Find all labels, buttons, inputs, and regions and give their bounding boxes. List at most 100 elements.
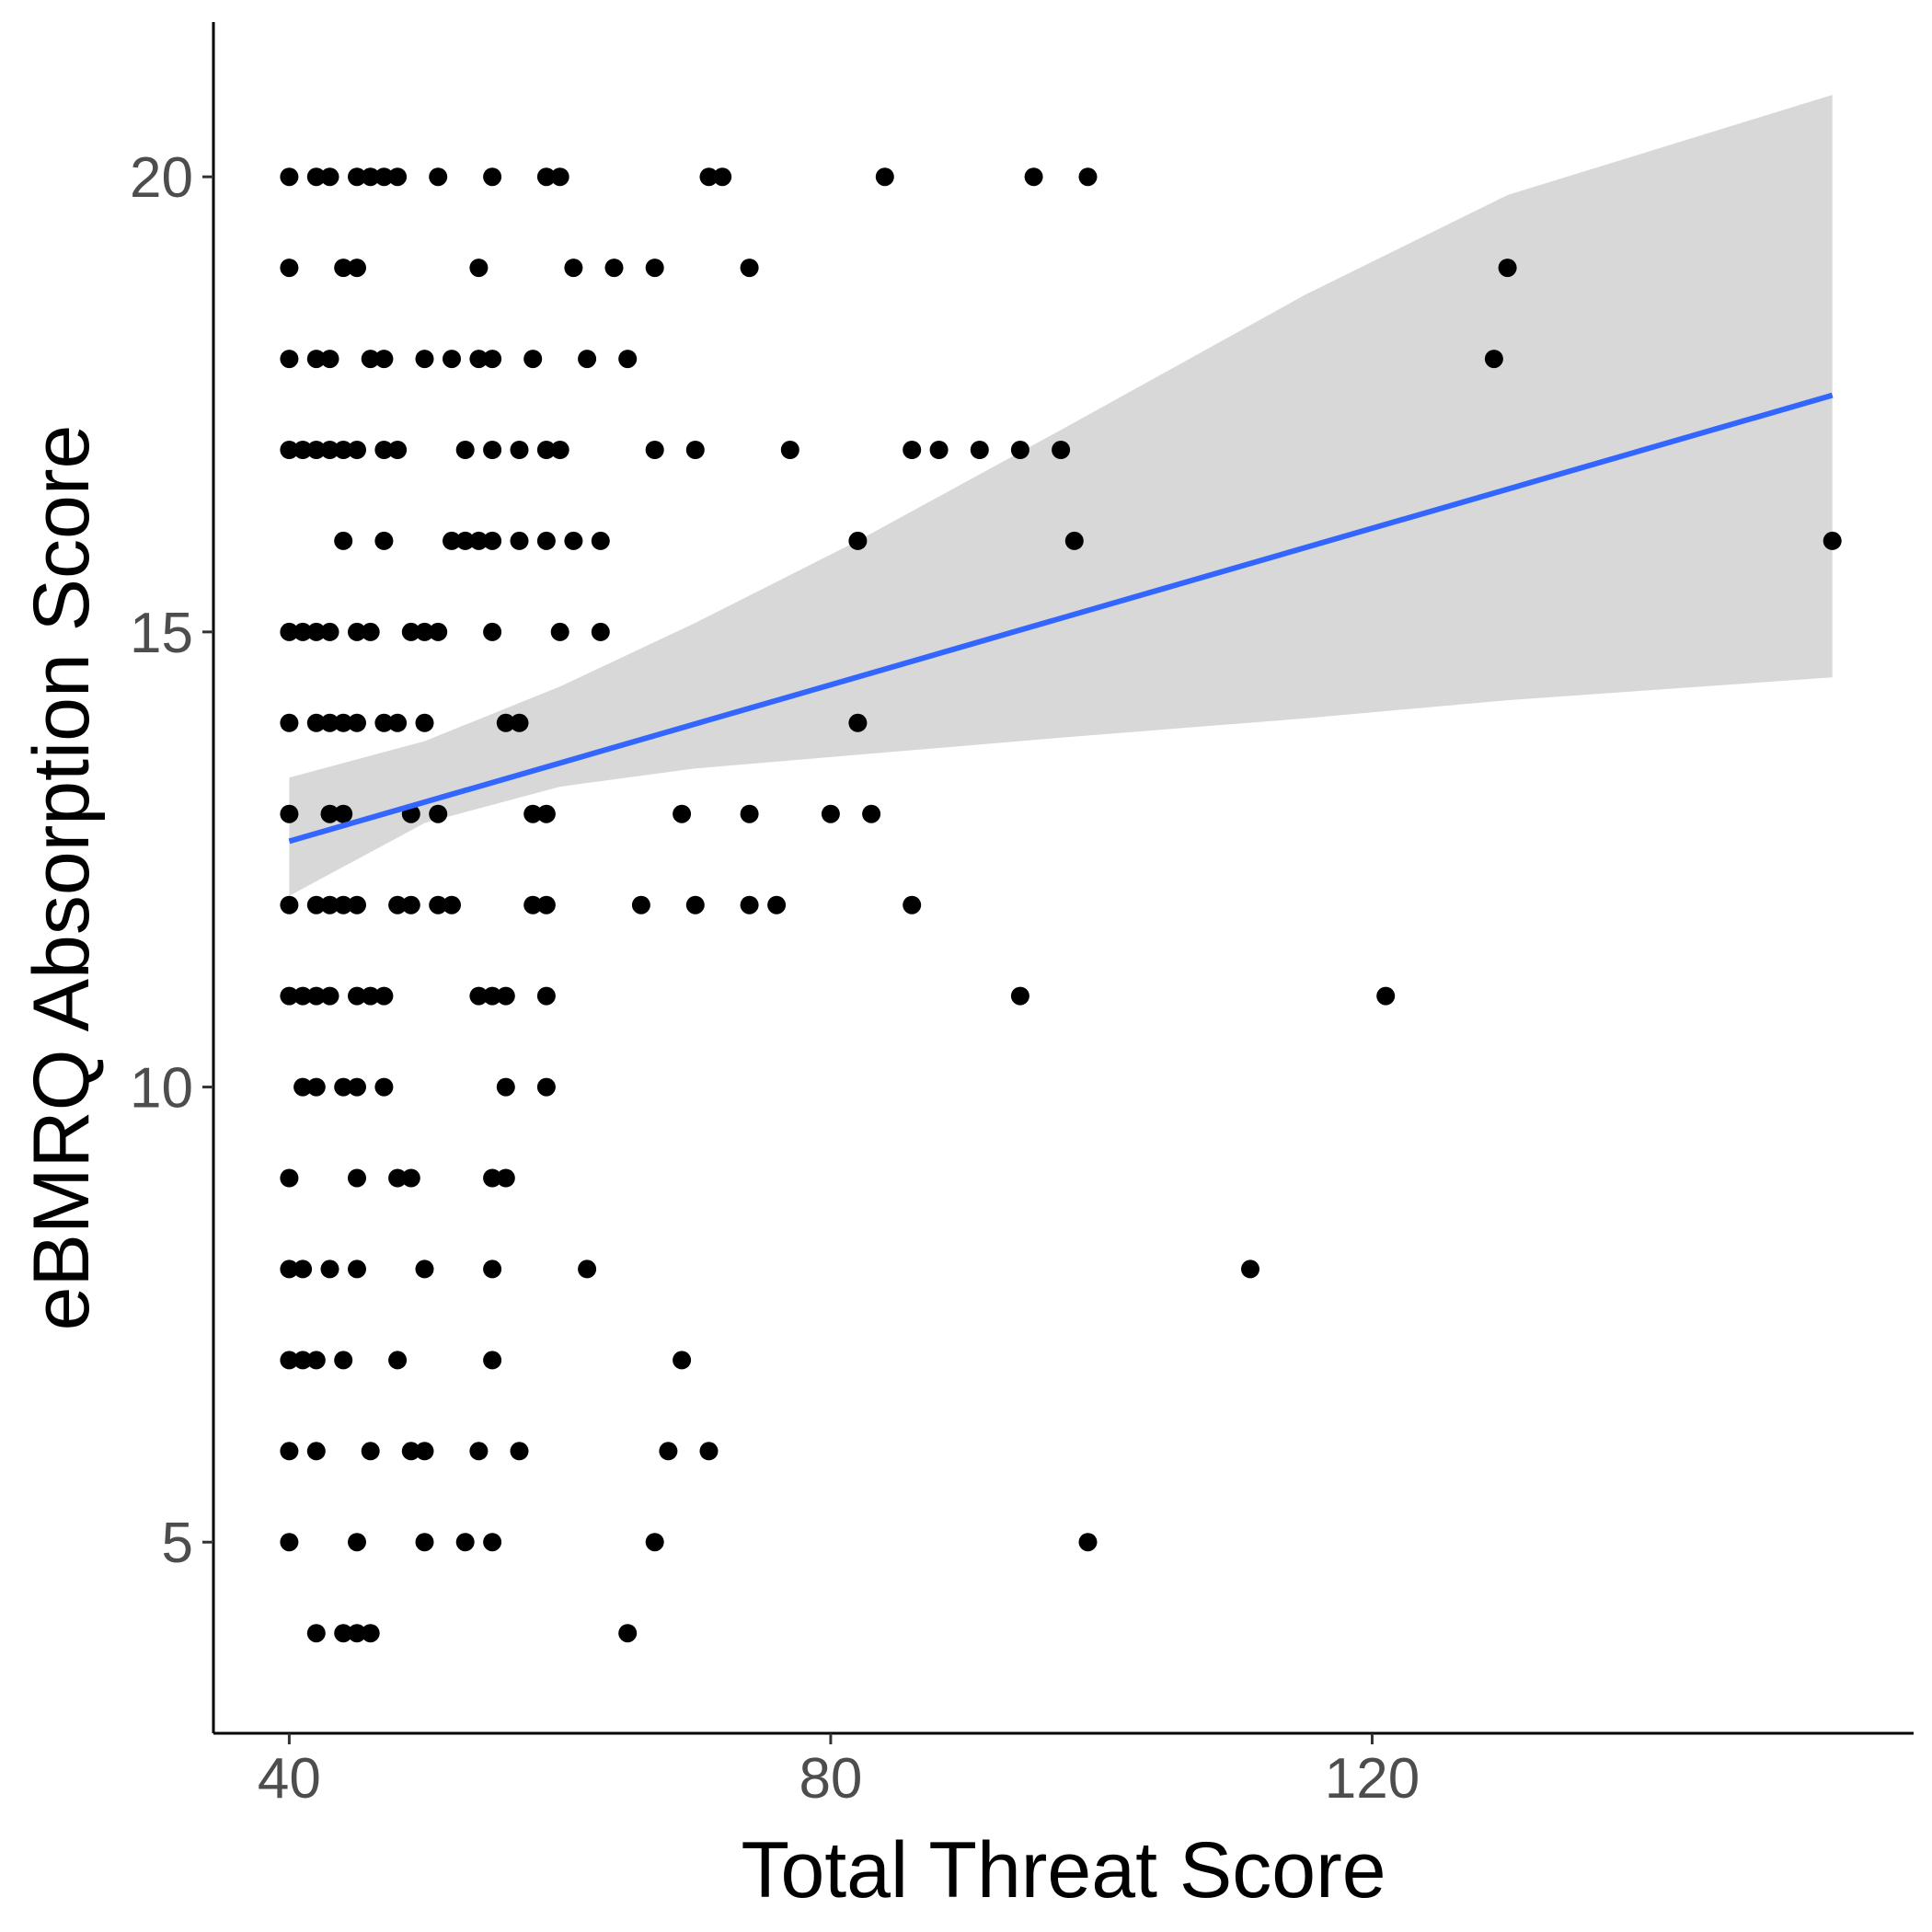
data-point bbox=[361, 1624, 380, 1643]
y-tick-label: 20 bbox=[130, 146, 193, 210]
data-point bbox=[334, 895, 353, 914]
data-point bbox=[523, 350, 543, 369]
data-point bbox=[848, 713, 868, 732]
data-point bbox=[334, 259, 353, 278]
data-point bbox=[374, 167, 394, 187]
data-point bbox=[483, 1533, 502, 1552]
data-point bbox=[443, 350, 461, 369]
data-point bbox=[320, 986, 339, 1006]
data-point bbox=[699, 1442, 719, 1461]
data-point bbox=[740, 895, 759, 914]
data-point bbox=[280, 1351, 299, 1370]
data-point bbox=[604, 259, 624, 278]
data-point bbox=[415, 1259, 434, 1279]
data-point bbox=[510, 531, 529, 550]
data-point bbox=[401, 1168, 420, 1188]
data-point bbox=[1010, 441, 1029, 459]
x-tick-label: 80 bbox=[799, 1747, 862, 1811]
data-point bbox=[293, 986, 313, 1006]
data-point bbox=[348, 1533, 366, 1552]
data-point bbox=[1376, 986, 1396, 1006]
data-point bbox=[293, 1077, 313, 1097]
data-point bbox=[767, 895, 787, 914]
data-point bbox=[306, 713, 326, 732]
confidence-ribbon-layer bbox=[289, 95, 1833, 896]
data-point bbox=[483, 441, 502, 459]
data-point bbox=[293, 622, 313, 641]
data-point bbox=[578, 350, 597, 369]
data-point bbox=[306, 1442, 326, 1461]
data-point bbox=[903, 441, 922, 459]
data-point bbox=[361, 167, 380, 187]
data-point bbox=[536, 1077, 556, 1097]
data-point bbox=[673, 804, 692, 823]
data-point bbox=[1484, 350, 1503, 369]
y-axis-title: eBMRQ Absorption Score bbox=[17, 425, 106, 1331]
data-point bbox=[483, 167, 502, 187]
data-point bbox=[306, 986, 326, 1006]
data-point bbox=[469, 259, 489, 278]
data-point bbox=[348, 1077, 366, 1097]
data-point bbox=[483, 1168, 502, 1188]
data-point bbox=[388, 441, 408, 459]
x-axis-title: Total Threat Score bbox=[741, 1826, 1386, 1915]
data-point bbox=[306, 895, 326, 914]
data-point bbox=[536, 531, 556, 550]
data-point bbox=[1010, 986, 1029, 1006]
data-point bbox=[415, 713, 434, 732]
data-point bbox=[929, 441, 949, 459]
data-point bbox=[591, 622, 610, 641]
data-point bbox=[320, 622, 339, 641]
data-point bbox=[645, 259, 664, 278]
data-point bbox=[320, 441, 339, 459]
data-point bbox=[429, 622, 448, 641]
data-point bbox=[401, 895, 420, 914]
data-point bbox=[1064, 531, 1084, 550]
data-point bbox=[348, 1259, 366, 1279]
data-point bbox=[443, 895, 461, 914]
data-point bbox=[483, 1351, 502, 1370]
data-point bbox=[306, 167, 326, 187]
x-tick-label: 120 bbox=[1325, 1747, 1420, 1811]
ticks-layer: 5 10 15 20 40 80 120 bbox=[130, 146, 1420, 1811]
data-point bbox=[280, 167, 299, 187]
data-point bbox=[334, 531, 353, 550]
data-point bbox=[685, 441, 705, 459]
data-point bbox=[293, 1259, 313, 1279]
data-point bbox=[1024, 167, 1043, 187]
data-point bbox=[306, 1351, 326, 1370]
data-point bbox=[618, 350, 638, 369]
data-point bbox=[388, 713, 408, 732]
data-point bbox=[523, 895, 543, 914]
data-point bbox=[374, 531, 394, 550]
data-point bbox=[361, 622, 380, 641]
data-point bbox=[374, 441, 394, 459]
y-tick-label: 5 bbox=[162, 1512, 193, 1575]
data-point bbox=[348, 259, 366, 278]
fit-line-layer bbox=[288, 392, 1834, 845]
data-point bbox=[348, 441, 366, 459]
data-point bbox=[1078, 1533, 1098, 1552]
data-point bbox=[280, 804, 299, 823]
data-point bbox=[536, 804, 556, 823]
data-point bbox=[374, 986, 394, 1006]
data-point bbox=[536, 167, 556, 187]
data-point bbox=[645, 1533, 664, 1552]
data-point bbox=[320, 350, 339, 369]
data-point bbox=[415, 350, 434, 369]
data-point bbox=[455, 441, 475, 459]
data-point bbox=[374, 350, 394, 369]
data-point bbox=[320, 895, 339, 914]
data-point bbox=[429, 804, 448, 823]
data-point bbox=[618, 1624, 638, 1643]
data-point bbox=[510, 441, 529, 459]
data-point bbox=[280, 1442, 299, 1461]
data-point bbox=[388, 167, 408, 187]
data-point bbox=[564, 531, 583, 550]
data-point bbox=[564, 259, 583, 278]
data-point bbox=[483, 986, 502, 1006]
data-point bbox=[550, 167, 569, 187]
data-point bbox=[334, 441, 353, 459]
data-point bbox=[1078, 167, 1098, 187]
